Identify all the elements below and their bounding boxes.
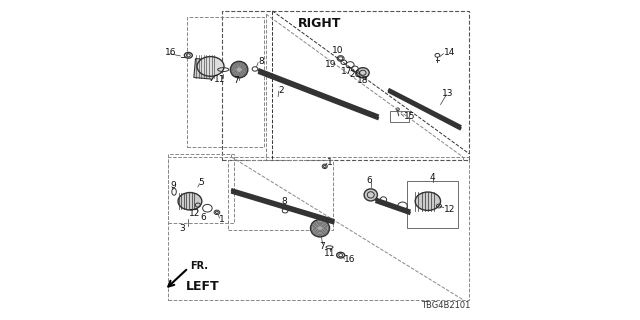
Text: 5: 5 (198, 178, 204, 187)
Text: 14: 14 (444, 48, 455, 57)
Text: 6: 6 (200, 212, 206, 222)
Text: FR.: FR. (190, 261, 208, 271)
FancyArrow shape (194, 59, 218, 81)
Text: RIGHT: RIGHT (298, 17, 342, 30)
Text: 4: 4 (430, 173, 435, 182)
Text: 11: 11 (324, 249, 335, 258)
Ellipse shape (230, 61, 248, 78)
Text: 1: 1 (327, 158, 333, 167)
Text: 17: 17 (340, 67, 352, 76)
Text: 7: 7 (233, 76, 239, 85)
Text: 2: 2 (279, 86, 284, 95)
Bar (390, 111, 409, 122)
Text: 1: 1 (218, 215, 224, 224)
Text: 13: 13 (442, 89, 454, 98)
Bar (188, 17, 264, 147)
Text: TBG4B2101: TBG4B2101 (422, 301, 471, 310)
Text: 11: 11 (214, 75, 226, 84)
Text: 18: 18 (357, 76, 369, 84)
Text: 12: 12 (189, 209, 200, 219)
Text: 9: 9 (170, 181, 176, 190)
Bar (168, 154, 234, 223)
Text: 20: 20 (349, 70, 360, 79)
Text: 16: 16 (344, 255, 355, 264)
Ellipse shape (364, 189, 378, 201)
Ellipse shape (310, 220, 330, 237)
Bar (228, 160, 333, 230)
Bar (221, 11, 469, 160)
Text: 16: 16 (164, 48, 176, 57)
Bar (168, 157, 469, 300)
Text: 15: 15 (404, 112, 415, 121)
Text: 7: 7 (319, 242, 325, 251)
Ellipse shape (415, 192, 440, 211)
Bar (407, 180, 458, 228)
Ellipse shape (197, 57, 224, 76)
Text: 12: 12 (444, 205, 455, 214)
Text: 19: 19 (325, 60, 337, 69)
Ellipse shape (356, 68, 369, 78)
Text: 3: 3 (179, 224, 185, 233)
Text: 8: 8 (258, 57, 264, 66)
Ellipse shape (178, 193, 202, 210)
Text: 8: 8 (282, 197, 287, 206)
Text: 6: 6 (366, 176, 372, 185)
Text: 10: 10 (332, 46, 343, 55)
Text: LEFT: LEFT (186, 280, 220, 293)
